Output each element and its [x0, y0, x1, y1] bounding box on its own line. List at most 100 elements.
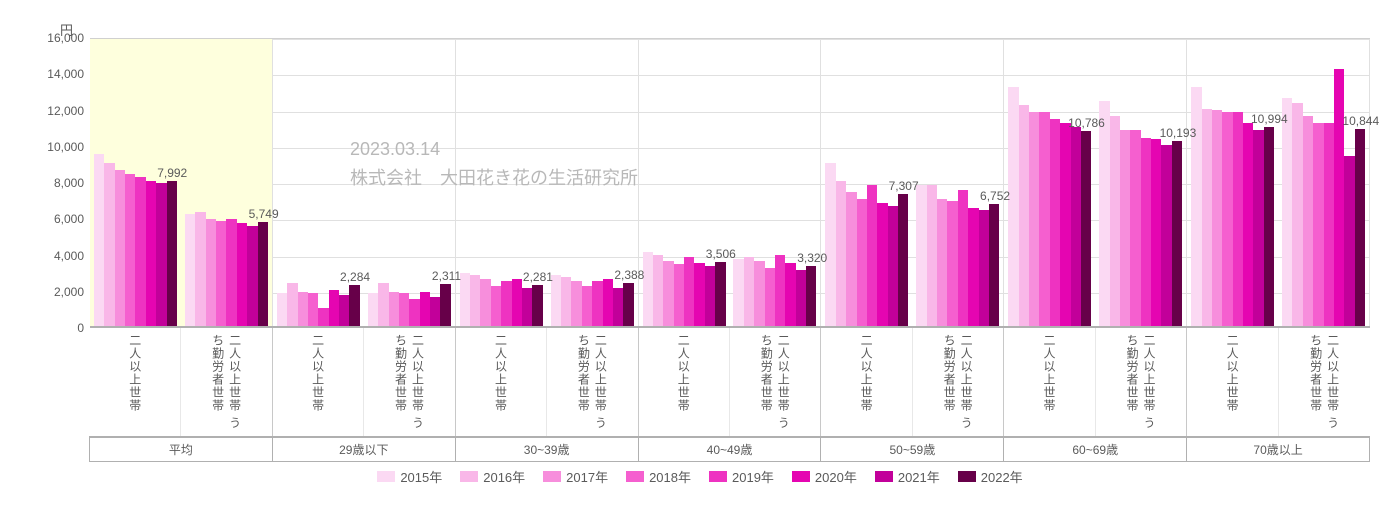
value-label: 2,281 [523, 270, 553, 284]
bar [277, 293, 287, 326]
x-group: 二人以上世帯二人以上世帯 うち勤労者世帯50~59歳 [821, 328, 1004, 462]
value-label: 10,994 [1251, 112, 1288, 126]
legend-label: 2019年 [732, 467, 774, 486]
x-sub-row: 二人以上世帯二人以上世帯 うち勤労者世帯 [273, 328, 456, 436]
bar [613, 288, 623, 326]
y-tick-label: 12,000 [24, 104, 84, 118]
bar [561, 277, 571, 326]
x-sub: 二人以上世帯 [273, 328, 364, 436]
bar [1060, 123, 1070, 326]
x-sub-label: 二人以上世帯 うち勤労者世帯 [1124, 334, 1158, 436]
bar [958, 190, 968, 326]
bar [349, 285, 359, 326]
group [639, 39, 822, 326]
legend-label: 2017年 [566, 467, 608, 486]
bar [643, 252, 653, 326]
bar [470, 275, 480, 326]
bar [389, 292, 399, 326]
legend-item: 2019年 [709, 467, 774, 486]
value-label: 2,388 [614, 268, 644, 282]
bar [115, 170, 125, 326]
legend-item: 2020年 [792, 467, 857, 486]
bar [979, 210, 989, 326]
bar [287, 283, 297, 327]
bar [1110, 116, 1120, 326]
bar [339, 295, 349, 326]
bar [796, 270, 806, 326]
bar [571, 281, 581, 326]
value-label: 2,284 [340, 270, 370, 284]
bar [968, 208, 978, 326]
bar [167, 181, 177, 326]
bar [1334, 69, 1344, 326]
bar [1212, 110, 1222, 326]
subgroups [639, 39, 821, 326]
legend-label: 2016年 [483, 467, 525, 486]
value-label: 7,307 [889, 179, 919, 193]
bar [1303, 116, 1313, 326]
bar [927, 185, 937, 326]
bar [440, 284, 450, 326]
bar [867, 185, 877, 326]
bar [1282, 98, 1292, 326]
legend-swatch [626, 471, 644, 482]
bar [1243, 123, 1253, 326]
x-sub-label: 二人以上世帯 うち勤労者世帯 [941, 334, 975, 436]
bar [501, 281, 511, 326]
bar [216, 221, 226, 326]
x-sub-row: 二人以上世帯二人以上世帯 うち勤労者世帯 [639, 328, 822, 436]
bar [146, 181, 156, 326]
subgroup [1004, 39, 1095, 326]
groups [90, 39, 1370, 326]
x-sub-row: 二人以上世帯 二人以上世帯 うち勤労者世帯 [1187, 328, 1370, 436]
bar [156, 183, 166, 326]
x-sub: 二人以上世帯 うち勤労者世帯 [547, 328, 638, 436]
x-group: 二人以上世帯二人以上世帯 うち勤労者世帯29歳以下 [273, 328, 456, 462]
bar [1172, 141, 1182, 326]
y-tick-label: 14,000 [24, 67, 84, 81]
bar [733, 259, 743, 326]
bar [378, 283, 388, 327]
bar [104, 163, 114, 326]
bar [806, 266, 816, 326]
subgroup [1278, 39, 1369, 326]
bar [1120, 130, 1130, 326]
bar [947, 201, 957, 326]
x-sub-label: 二人以上世帯 [1224, 334, 1241, 412]
bar [318, 308, 328, 326]
bar [1141, 138, 1151, 327]
bar [135, 177, 145, 326]
bar [846, 192, 856, 326]
bar [937, 199, 947, 326]
x-sub-label: 二人以上世帯 [127, 334, 144, 412]
bar [877, 203, 887, 326]
bar [1253, 130, 1263, 326]
bar [825, 163, 835, 326]
x-sub: 二人以上世帯 うち勤労者世帯 [1096, 328, 1187, 436]
legend-swatch [377, 471, 395, 482]
x-sub: 二人以上世帯 うち勤労者世帯 [364, 328, 455, 436]
group [1187, 39, 1370, 326]
legend-swatch [709, 471, 727, 482]
bar [1008, 87, 1018, 326]
bar [1019, 105, 1029, 326]
x-axis: 二人以上世帯二人以上世帯 うち勤労者世帯平均二人以上世帯二人以上世帯 うち勤労者… [90, 328, 1370, 462]
x-sub: 二人以上世帯 うち勤労者世帯 [730, 328, 821, 436]
x-sub-label: 二人以上世帯 うち勤労者世帯 [1308, 334, 1342, 436]
bar [409, 299, 419, 326]
legend-item: 2018年 [626, 467, 691, 486]
subgroup [912, 39, 1003, 326]
bar [1161, 145, 1171, 326]
bar [754, 261, 764, 326]
legend-swatch [875, 471, 893, 482]
legend-item: 2017年 [543, 467, 608, 486]
subgroup [1095, 39, 1186, 326]
subgroup [639, 39, 730, 326]
bar [1202, 109, 1212, 327]
x-sub: 二人以上世帯 うち勤労者世帯 [181, 328, 272, 436]
x-sub-label: 二人以上世帯 [492, 334, 509, 412]
bar [329, 290, 339, 326]
value-label: 10,786 [1068, 116, 1105, 130]
bar [491, 286, 501, 326]
legend-item: 2016年 [460, 467, 525, 486]
